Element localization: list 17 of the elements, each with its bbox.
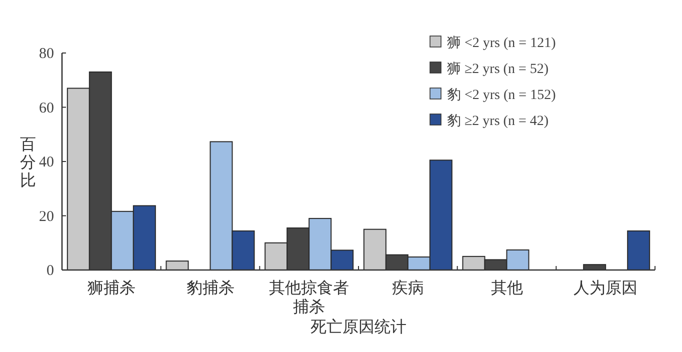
x-tick-label: 人为原因 [574, 279, 638, 297]
x-tick-label: 豹捕杀 [186, 279, 234, 297]
legend-label: 狮 ≥2 yrs (n = 52) [447, 61, 549, 77]
y-tick-label: 20 [39, 208, 54, 225]
legend-label: 豹 ≥2 yrs (n = 42) [447, 113, 549, 129]
y-tick-label: 40 [39, 154, 54, 170]
y-tick-label: 80 [39, 46, 54, 62]
x-axis-title: 死亡原因统计 [310, 318, 406, 336]
x-tick-label: 其他 [490, 279, 523, 297]
legend-label: 豹 <2 yrs (n = 152) [447, 87, 556, 103]
y-tick-label: 60 [39, 100, 54, 116]
x-tick-label: 狮捕杀 [87, 279, 136, 297]
y-tick-label: 0 [46, 263, 54, 279]
x-tick-label: 疾病 [392, 279, 424, 297]
y-axis-title: 百分比 [20, 136, 36, 190]
x-tick-label: 其他掠食者捕杀 [269, 279, 350, 316]
legend-label: 狮 <2 yrs (n = 121) [447, 35, 556, 51]
